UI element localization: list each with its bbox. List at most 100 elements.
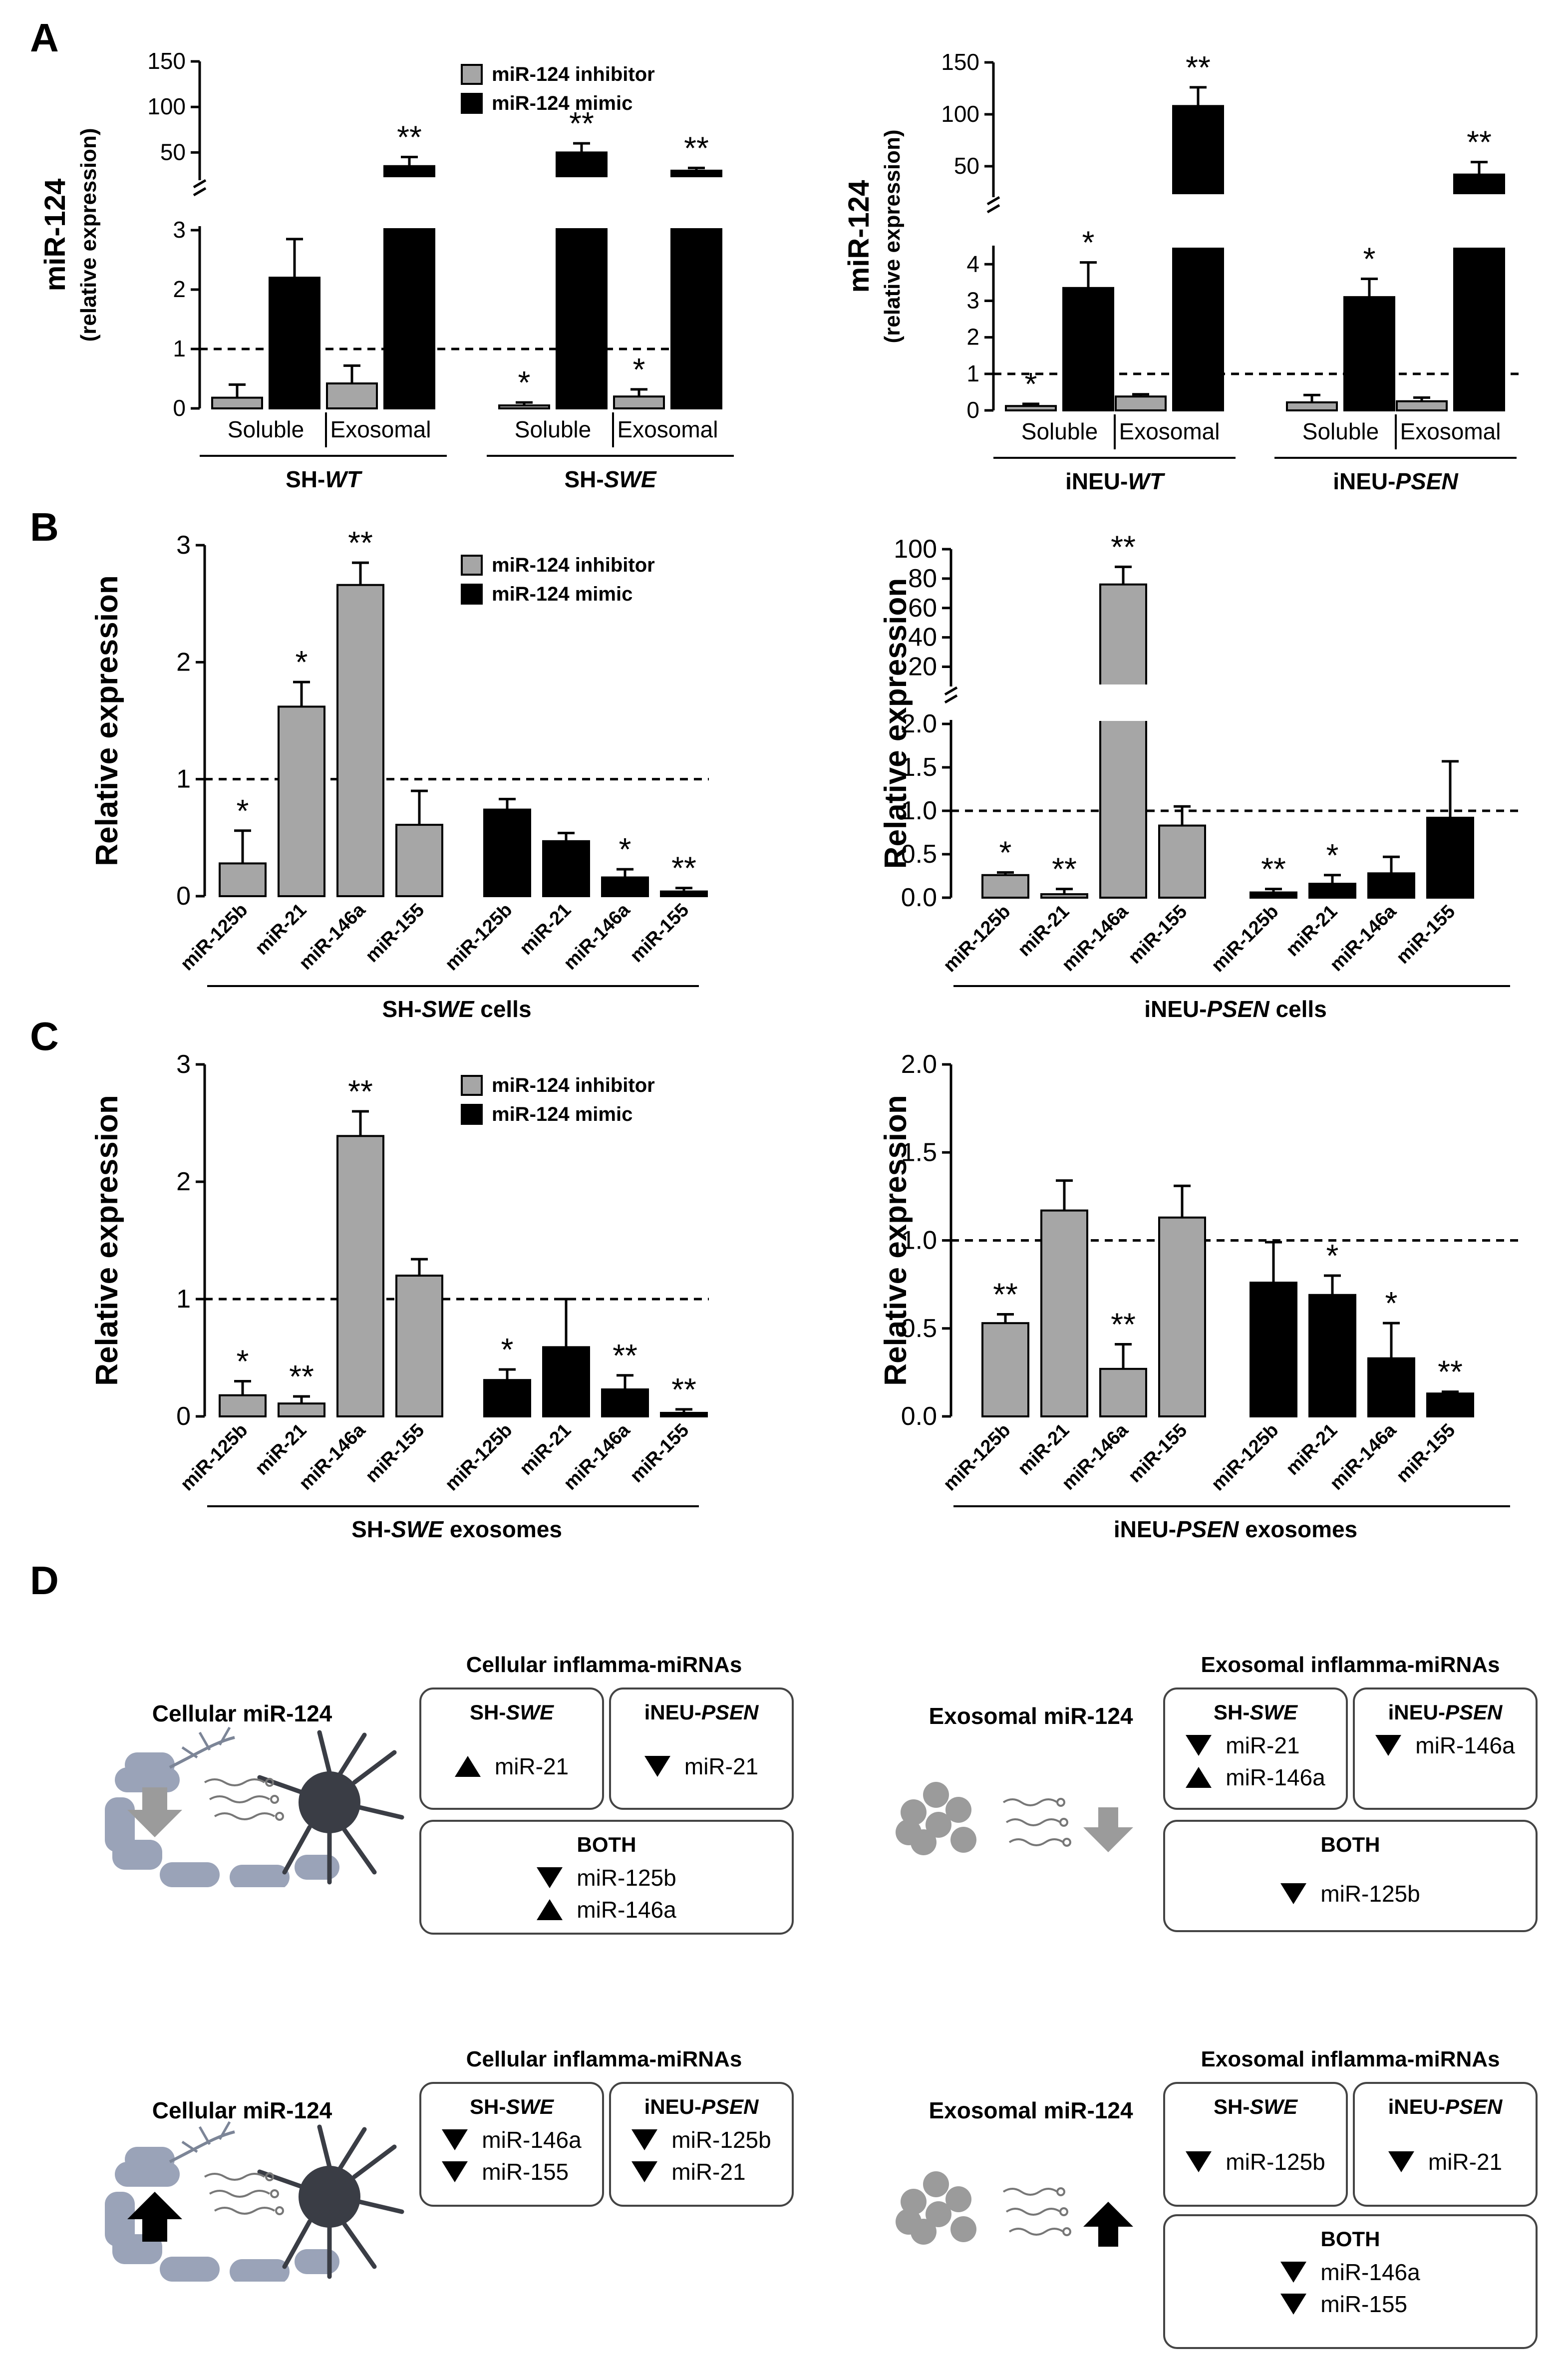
chart-c-left-ytick-label-3: 3 <box>176 1050 191 1079</box>
chart-b-right-bar-0-2-significance: ** <box>1111 529 1136 565</box>
up-triangle-icon <box>537 1899 563 1920</box>
legend-mimic-label: miR-124 mimic <box>492 583 632 605</box>
chart-b-right-ytick-label-lower-0: 0.0 <box>901 883 937 912</box>
down-arrow-icon <box>127 1787 182 1837</box>
chart-c-right-bar-0-0 <box>981 1322 1029 1418</box>
myelin-segment-4 <box>230 1865 290 1887</box>
chart-c-left-group-label: SH-SWE exosomes <box>351 1516 562 1542</box>
chart-c-right-ytick-label-0: 0.0 <box>901 1402 937 1431</box>
inhibitor-cellular-ineu-list: miR-21 <box>644 1724 758 1808</box>
mirna-strand-0 <box>204 1778 266 1786</box>
mirna-label: miR-21 <box>1226 1732 1300 1758</box>
chart-b-left-bar-1-1 <box>542 840 590 897</box>
mirna-loop-2 <box>1062 2227 1071 2236</box>
inhibitor-exosomal-ineu-box: iNEU-PSEN miR-146a <box>1353 1687 1538 1810</box>
mirna-label: miR-155 <box>1320 2291 1408 2317</box>
mirna-label: miR-21 <box>1428 2149 1503 2175</box>
mimic-exosomal-sh-item-0: miR-125b <box>1186 2146 1325 2178</box>
exosome-vesicle-0 <box>901 2189 927 2215</box>
mimic-exosomal-ineu-box: iNEU-PSEN miR-21 <box>1353 2082 1538 2207</box>
dendrite-0 <box>317 2124 332 2169</box>
myelin-segment-5 <box>295 1855 339 1880</box>
axon-terminal-branches <box>181 2121 231 2153</box>
dendrite-1 <box>352 1750 397 1785</box>
chart-a-right-ytick-label-upper-1: 100 <box>941 101 979 127</box>
chart-a-left-ytick-label-upper-2: 150 <box>147 48 186 74</box>
mirna-loop-0 <box>1056 2187 1065 2196</box>
chart-b-left-bar-1-3 <box>660 890 708 898</box>
chart-a-right-ytick-label-lower-2: 2 <box>966 324 979 350</box>
chart-a-right-sublabel-1-1: Exosomal <box>1400 418 1501 444</box>
legend-mimic-swatch <box>461 1104 483 1125</box>
down-triangle-icon <box>442 2129 468 2150</box>
chart-c-left-bar-1-2-significance: ** <box>613 1338 637 1373</box>
exosome-vesicle-4 <box>950 1827 976 1853</box>
inhibitor-exosomal-both-list: miR-125b <box>1280 1857 1420 1930</box>
myelin-segment-4 <box>230 2259 290 2282</box>
chart-b-left-bar-0-2 <box>336 584 384 897</box>
chart-a-right-sublabel-0-0: Soluble <box>1021 418 1098 444</box>
chart-b-right-group-label: iNEU-PSEN cells <box>1144 996 1327 1022</box>
mimic-exosomal-both-item-0: miR-146a <box>1280 2256 1420 2288</box>
chart-c-right-xtick-label-0-0: miR-125b <box>940 1420 1015 1495</box>
chart-b-left-xtick-label-1-0: miR-125b <box>441 900 517 975</box>
chart-b-right-ylabel: Relative expression <box>879 578 913 869</box>
chart-c-left-bar-0-0 <box>219 1394 267 1417</box>
chart-a-right-bar-mimic-1-1-significance: ** <box>1467 124 1492 160</box>
exosome-vesicle-1 <box>923 1782 949 1808</box>
panel-label-a: A <box>30 15 59 60</box>
chart-a-right-bar-mimic-0-1 <box>1172 105 1224 412</box>
chart-b-right-ytick-label-upper-1: 40 <box>908 623 937 652</box>
chart-c-right-ytick-label-1: 0.5 <box>901 1314 937 1343</box>
chart-a-left-bar-inhibitor-1-0-significance: * <box>518 364 531 400</box>
legend-inhibitor-label: miR-124 inhibitor <box>492 63 655 85</box>
inhibitor-exosomal-both-title: BOTH <box>1320 1833 1380 1856</box>
inhibitor-cellular-ineu-box: iNEU-PSEN miR-21 <box>609 1687 794 1810</box>
mirna-loop-0 <box>265 1778 274 1787</box>
chart-c-right-bar-0-2 <box>1099 1367 1147 1417</box>
exosome-vesicle-1 <box>923 2171 949 2197</box>
down-triangle-icon <box>631 2129 658 2150</box>
mimic-exosomal-illustration <box>896 2171 1133 2247</box>
myelin-segment-2 <box>112 1840 162 1870</box>
chart-c-left-xtick-label-1-1: miR-21 <box>516 1420 575 1479</box>
legend-inhibitor-swatch <box>461 64 483 85</box>
myelin-segment-1 <box>105 1797 135 1852</box>
chart-b-right-xtick-label-1-0: miR-125b <box>1208 901 1283 977</box>
chart-a-left-ylabel-line2: (relative expression) <box>76 128 101 342</box>
inhibitor-exosomal-title: Exosomal inflamma-miRNAs <box>1201 1653 1500 1677</box>
down-triangle-icon <box>442 2161 468 2182</box>
dendrite-2 <box>357 1805 404 1820</box>
legend-mimic-label: miR-124 mimic <box>492 1103 632 1125</box>
mimic-exosomal-ineu-list: miR-21 <box>1388 2119 1502 2205</box>
chart-c-left-xtick-label-1-3: miR-155 <box>626 1420 693 1487</box>
mirna-loop-0 <box>265 2172 274 2181</box>
mimic-cellular-sh-box: SH-SWE miR-146a miR-155 <box>419 2082 604 2207</box>
exosome-vesicle-3 <box>926 1812 951 1838</box>
chart-a-right-bar-mimic-1-0 <box>1343 296 1395 411</box>
chart-c-left-xtick-label-0-3: miR-155 <box>361 1420 428 1487</box>
chart-b-left-ylabel: Relative expression <box>90 575 124 866</box>
chart-a-right-ylabel-line2: (relative expression) <box>880 130 905 343</box>
myelin-segment-1 <box>105 2192 135 2247</box>
down-triangle-icon <box>631 2161 658 2182</box>
chart-c-right-xtick-label-0-1: miR-21 <box>1014 1420 1073 1479</box>
chart-c-left-bar-1-2 <box>601 1388 649 1417</box>
up-arrow-icon <box>127 2192 182 2242</box>
chart-a-left-bar-inhibitor-0-0 <box>211 396 263 410</box>
chart-b-right-bar-break-0-2 <box>1098 684 1148 721</box>
down-triangle-icon <box>537 1867 563 1888</box>
chart-b-right-xtick-label-0-0: miR-125b <box>940 901 1015 977</box>
chart-b-right-bar-1-2 <box>1367 872 1415 899</box>
chart-b-left-bar-1-2-significance: * <box>619 831 631 867</box>
legend-mimic-label: miR-124 mimic <box>492 92 632 114</box>
chart-a-right-bar-break-1-1 <box>1452 194 1506 248</box>
chart-b-left-bar-0-0-significance: * <box>237 793 249 829</box>
mimic-exosomal-both-list: miR-146a miR-155 <box>1280 2256 1420 2320</box>
inhibitor-cellular-ineu-item-0: miR-21 <box>644 1750 758 1782</box>
mirna-strand-0 <box>204 2173 266 2181</box>
chart-b-right-bar-0-0 <box>981 874 1029 899</box>
chart-a-right-bar-mimic-0-0-significance: * <box>1082 225 1095 261</box>
chart-c-left-bar-1-3 <box>660 1411 708 1417</box>
